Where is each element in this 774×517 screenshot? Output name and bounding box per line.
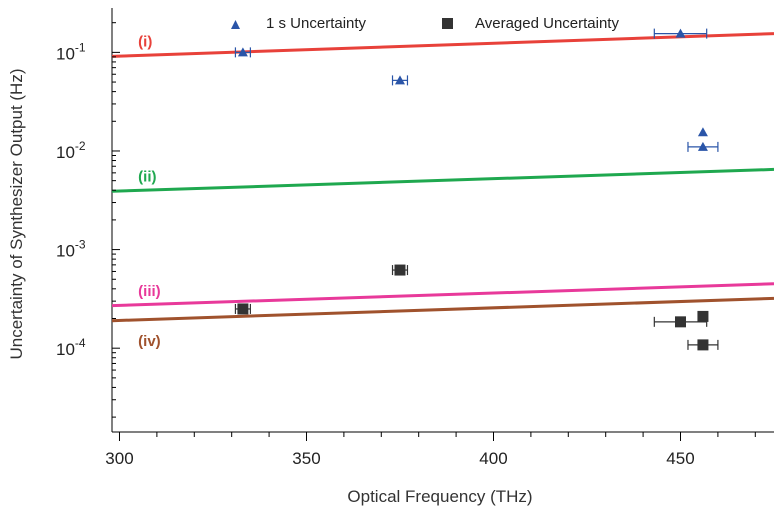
y-tick-label: 10-4 <box>56 336 86 359</box>
y-tick-label: 10-2 <box>56 139 86 162</box>
reference-line-label: (iii) <box>138 283 161 300</box>
y-axis-title: Uncertainty of Synthesizer Output (Hz) <box>7 68 26 359</box>
x-tick-label: 450 <box>666 449 694 468</box>
reference-line-label: (iv) <box>138 333 161 350</box>
data-point-square <box>675 316 686 327</box>
legend: 1 s Uncertainty Averaged Uncertainty <box>231 15 619 32</box>
reference-line-1 <box>112 34 774 57</box>
x-tick-label: 300 <box>105 449 133 468</box>
reference-line-2 <box>112 169 774 191</box>
x-tick-label: 400 <box>479 449 507 468</box>
legend-marker-square <box>442 18 453 29</box>
data-point-square <box>697 311 708 322</box>
data-point-triangle <box>698 127 708 136</box>
legend-label-1s: 1 s Uncertainty <box>266 15 367 32</box>
y-tick-label: 10-3 <box>56 238 86 261</box>
reference-line-label: (i) <box>138 34 152 51</box>
data-point-square <box>237 303 248 314</box>
reference-line-label: (ii) <box>138 168 156 185</box>
data-point-square <box>394 265 405 276</box>
data-point-square <box>697 339 708 350</box>
x-axis-title: Optical Frequency (THz) <box>347 487 532 506</box>
x-tick-label: 350 <box>292 449 320 468</box>
reference-lines: (i) (ii) (iii) (iv) <box>112 34 774 350</box>
y-axis-ticks: 10-1 10-2 10-3 10-4 <box>56 23 120 417</box>
y-tick-label: 10-1 <box>56 40 86 63</box>
legend-label-averaged: Averaged Uncertainty <box>475 15 619 32</box>
x-axis-ticks: 300 350 400 450 <box>105 432 755 468</box>
legend-marker-triangle <box>231 20 240 29</box>
plot-frame <box>112 8 774 432</box>
